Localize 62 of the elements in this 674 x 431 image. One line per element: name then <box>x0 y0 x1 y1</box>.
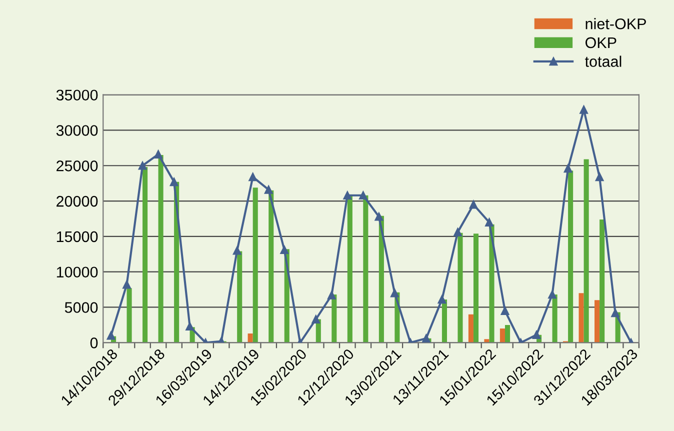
point <box>154 150 162 158</box>
legend-label: OKP <box>586 37 616 48</box>
y-tick-label: 5000 <box>64 302 98 313</box>
point <box>358 191 368 200</box>
point <box>248 172 258 182</box>
bar <box>552 294 558 343</box>
bar <box>458 232 463 343</box>
bar <box>332 294 337 343</box>
bar <box>237 251 242 343</box>
bar <box>568 170 574 343</box>
point <box>532 330 541 340</box>
point <box>548 290 556 299</box>
point <box>106 331 116 340</box>
point <box>280 246 289 254</box>
point <box>312 315 320 324</box>
point <box>454 228 462 236</box>
y-tick-label: 10000 <box>56 266 98 278</box>
point <box>580 106 588 114</box>
point <box>232 246 242 255</box>
point <box>138 161 147 170</box>
bar <box>584 159 589 343</box>
point <box>611 308 620 318</box>
point <box>170 178 178 186</box>
bar <box>363 195 368 343</box>
bar <box>489 224 494 343</box>
bar <box>248 333 253 343</box>
point <box>438 295 446 304</box>
point <box>564 164 572 173</box>
bar <box>468 314 474 343</box>
y-tick-label: 30000 <box>56 125 98 136</box>
point <box>122 280 131 289</box>
point <box>595 172 604 182</box>
bar <box>578 293 584 343</box>
bar <box>126 288 132 343</box>
point <box>186 322 194 331</box>
point <box>469 200 478 209</box>
y-tick-label: 0 <box>90 338 98 348</box>
y-tick-label: 20000 <box>56 196 98 207</box>
point <box>374 212 384 221</box>
point <box>327 291 336 300</box>
bar <box>268 190 274 343</box>
bar <box>600 219 605 343</box>
legend-label: totaal <box>585 56 622 67</box>
bar <box>500 328 505 343</box>
bar <box>473 234 479 343</box>
y-tick-label: 15000 <box>56 231 98 242</box>
point <box>485 218 494 226</box>
point <box>422 334 430 343</box>
bar <box>158 155 164 343</box>
y-tick-label: 25000 <box>56 160 98 172</box>
y-tick-label: 35000 <box>56 90 98 101</box>
bar <box>504 324 510 343</box>
bar <box>594 300 600 343</box>
legend-label: niet-OKP <box>586 18 646 30</box>
bar <box>347 194 352 343</box>
bar <box>252 188 258 343</box>
point <box>264 186 273 194</box>
bar <box>142 167 148 343</box>
bar <box>442 299 447 343</box>
point <box>500 306 510 315</box>
point <box>343 191 352 200</box>
point <box>390 288 399 298</box>
